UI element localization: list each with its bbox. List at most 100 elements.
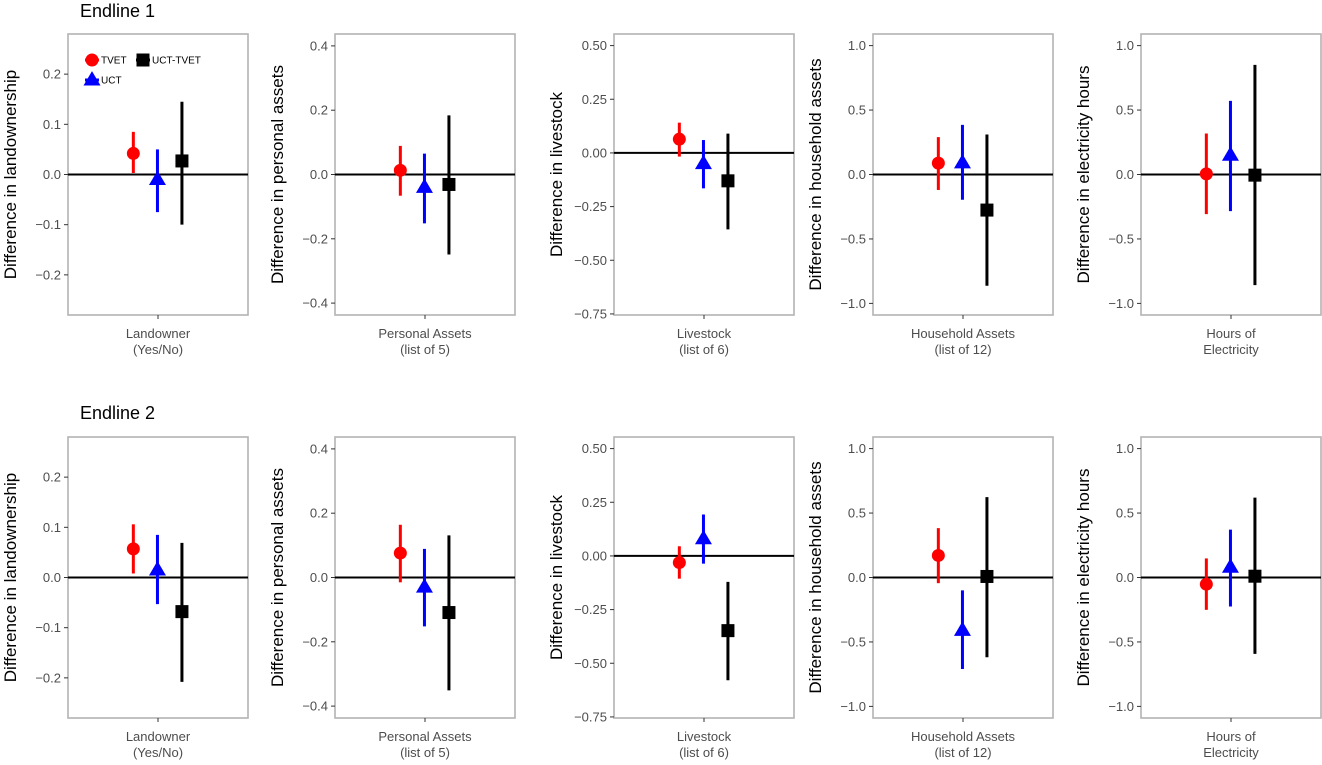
point-marker [175,605,189,619]
row-title: Endline 1 [80,1,155,21]
legend-item: TVET [85,53,127,67]
y-axis-title: Difference in electricity hours [1074,66,1093,284]
y-tick-label: 0.5 [1116,103,1134,118]
estimate-uct-tvet [721,133,735,230]
y-axis-title: Difference in electricity hours [1074,469,1093,687]
x-category-label: Landowner [126,729,191,744]
y-tick-label: −0.5 [1108,634,1134,649]
x-category-label: Livestock [677,729,732,744]
point-marker [931,156,945,170]
y-tick-label: −0.5 [1108,231,1134,246]
y-tick-label: −0.50 [574,253,607,268]
estimate-uct [1221,100,1239,212]
legend-label: UCT-TVET [152,56,201,67]
y-tick-label: −0.25 [574,199,607,214]
y-tick-label: 0.2 [43,67,61,82]
panel-border [613,436,795,719]
point-marker [694,154,712,170]
estimate-uct-tvet [980,497,994,658]
estimate-uct-tvet [721,581,735,681]
y-tick-label: −0.5 [840,634,866,649]
y-tick-label: 0.2 [310,506,328,521]
point-marker [148,170,166,186]
estimate-uct [1221,529,1239,607]
x-category-label: Household Assets [911,326,1016,341]
point-marker [953,621,971,636]
y-tick-label: 0.0 [310,167,328,182]
point-marker [126,146,140,160]
y-tick-label: −0.75 [574,709,607,724]
point-marker [148,561,166,576]
estimate-tvet [931,528,945,584]
row-1: Endline 1 −0.2 −0.1 0.0 0.1 0.2 Difference in … [1,1,1322,357]
point-marker [1221,146,1239,161]
y-tick-label: 0.0 [848,570,866,585]
panel: −0.4 −0.2 0.0 0.2 0.4 Difference in personal … [268,33,516,357]
estimate-uct-tvet [1248,497,1262,654]
legend-key-marker [85,53,99,67]
legend-label: UCT [101,76,122,87]
point-marker [721,174,735,188]
legend-item: UCT-TVET [136,53,201,67]
estimate-uct [415,548,433,627]
point-marker [1248,569,1262,583]
point-marker [672,132,686,146]
legend: TVET UCT-TVET UCT [83,53,201,87]
y-tick-label: −0.2 [302,634,328,649]
y-tick-label: 0.0 [848,167,866,182]
x-category-label: (list of 12) [934,745,991,760]
y-tick-label: 0.25 [582,92,607,107]
estimate-tvet [931,137,945,190]
y-tick-label: 0.5 [1116,506,1134,521]
estimate-uct [953,124,971,200]
estimate-uct-tvet [1248,64,1262,286]
point-marker [694,529,712,545]
point-marker [1248,168,1262,182]
panel: −0.75 −0.50 −0.25 0.00 0.25 0.50 Difference in… [547,436,795,760]
x-category-label: (list of 5) [400,745,450,760]
estimate-tvet [393,524,407,583]
y-tick-label: −0.2 [302,231,328,246]
point-marker [931,548,945,562]
y-tick-label: −1.0 [840,296,866,311]
estimate-uct [694,514,712,564]
point-marker [442,177,456,191]
point-marker [442,606,456,620]
y-tick-label: 0.50 [582,441,607,456]
estimate-uct [415,153,433,224]
point-marker [721,624,735,638]
y-tick-label: −0.50 [574,656,607,671]
y-tick-label: 0.2 [43,470,61,485]
estimate-tvet [672,546,686,579]
y-tick-label: 0.0 [1116,167,1134,182]
x-category-label: (list of 5) [400,342,450,357]
y-tick-label: 0.0 [1116,570,1134,585]
legend-item: UCT [83,71,122,87]
y-axis-title: Difference in livestock [547,494,566,660]
estimate-uct [148,534,166,605]
panel: −1.0 −0.5 0.0 0.5 1.0 Difference in electrici… [1074,33,1322,357]
panel: −1.0 −0.5 0.0 0.5 1.0 Difference in household… [806,436,1054,760]
point-marker [393,163,407,177]
x-category-label: Landowner [126,326,191,341]
y-tick-label: 0.0 [43,570,61,585]
legend-key-marker [83,71,101,86]
y-axis-title: Difference in household assets [806,58,825,290]
y-tick-label: 0.5 [848,506,866,521]
panel: −0.2 −0.1 0.0 0.1 0.2 Difference in landowner… [1,436,249,760]
x-category-label: (list of 6) [679,342,729,357]
y-tick-label: 1.0 [1116,38,1134,53]
y-tick-label: 0.25 [582,495,607,510]
panel: −0.75 −0.50 −0.25 0.00 0.25 0.50 Difference in… [547,33,795,357]
estimate-tvet [1199,558,1213,610]
point-marker [1221,558,1239,573]
x-category-label: Personal Assets [378,729,472,744]
estimate-uct-tvet [175,101,189,225]
y-tick-label: −0.5 [840,231,866,246]
estimate-uct [694,140,712,189]
estimate-uct-tvet [442,535,456,691]
y-tick-label: −0.1 [35,217,61,232]
x-category-label: (list of 6) [679,745,729,760]
y-tick-label: 1.0 [848,38,866,53]
